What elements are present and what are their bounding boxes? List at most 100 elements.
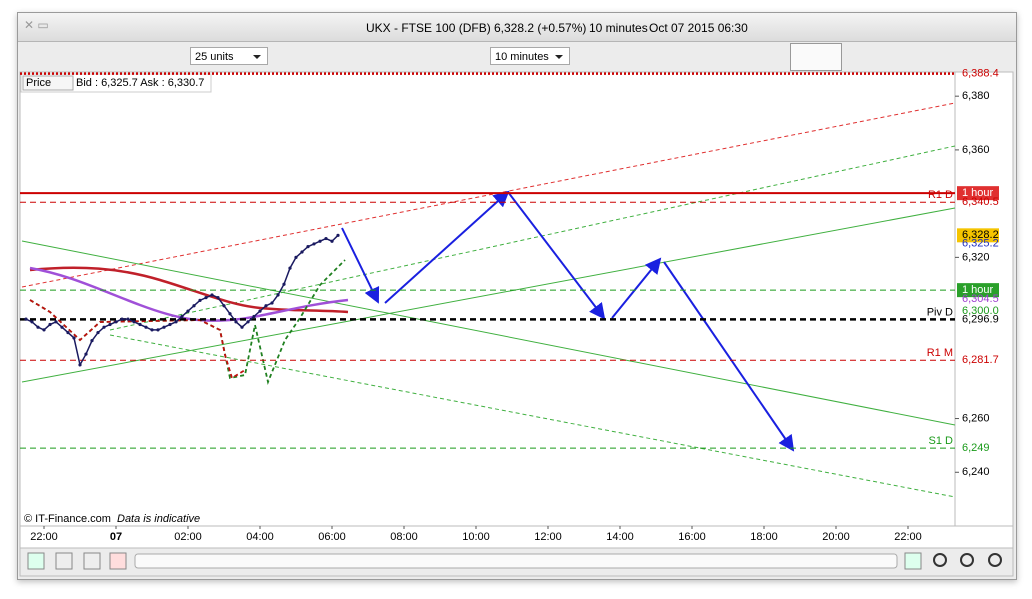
price-point <box>258 309 262 313</box>
interval-select[interactable]: 10 minutes <box>490 47 570 65</box>
trend-line <box>21 207 956 383</box>
x-tick-label: 02:00 <box>174 531 202 543</box>
price-point <box>228 312 232 316</box>
x-tick-label: 22:00 <box>894 531 922 543</box>
price-point <box>270 301 274 305</box>
price-point <box>156 328 160 332</box>
price-point <box>168 322 172 327</box>
x-tick-label: 07 <box>110 531 122 543</box>
y-tick-label: 6,380 <box>962 90 990 102</box>
level-value-label: 6,300.0 <box>962 305 999 317</box>
units-select[interactable]: 25 units <box>190 47 268 65</box>
level-value-label: 1 hour <box>962 284 994 296</box>
moving-average <box>29 266 349 314</box>
price-button-label: Price <box>26 77 51 89</box>
arrow <box>611 257 662 319</box>
scrollbar[interactable] <box>134 553 898 569</box>
price-point <box>276 293 280 297</box>
window-quote: 6,328.2 (+0.57%) <box>494 21 587 35</box>
window-datetime: Oct 07 2015 06:30 <box>649 21 748 35</box>
price-point <box>318 239 322 243</box>
price-point <box>186 309 190 313</box>
trend-line <box>21 102 956 288</box>
price-point <box>36 325 40 329</box>
level-box <box>957 186 999 201</box>
x-tick-label: 22:00 <box>30 531 58 543</box>
price-point <box>48 322 52 327</box>
level-value-label: 6,296.9 <box>962 313 999 325</box>
tool-button[interactable] <box>55 552 73 570</box>
price-point <box>174 320 178 324</box>
x-tick-label: 20:00 <box>822 531 850 543</box>
price-point <box>216 296 220 300</box>
window-buttons[interactable]: ✕ ▭ <box>24 18 49 32</box>
zoom-in-button[interactable] <box>988 553 1002 567</box>
price-point <box>240 325 244 329</box>
x-tick-label: 18:00 <box>750 531 778 543</box>
price-point <box>204 296 208 300</box>
y-tick-label: 6,260 <box>962 412 990 424</box>
price-point <box>72 336 76 340</box>
level-box <box>957 283 999 298</box>
price-point <box>102 325 106 329</box>
price-point <box>294 255 298 259</box>
x-tick-label: 10:00 <box>462 531 490 543</box>
indicator-button[interactable] <box>790 43 842 71</box>
tool-button[interactable] <box>109 552 127 570</box>
bid-ask: Bid : 6,325.7 Ask : 6,330.7 <box>76 77 204 89</box>
level-value-label: 6,325.2 <box>962 237 999 249</box>
credit: © IT-Finance.com <box>24 513 111 525</box>
price-point <box>138 322 142 327</box>
price-point <box>96 330 100 335</box>
note: Data is indicative <box>117 513 200 525</box>
x-tick-label: 06:00 <box>318 531 346 543</box>
price-point <box>144 325 148 329</box>
tool-button[interactable] <box>904 552 922 570</box>
moving-average <box>29 266 349 322</box>
title-bar: ✕ ▭ UKX - FTSE 100 (DFB) 6,328.2 (+0.57%… <box>18 13 1016 42</box>
price-point <box>150 328 154 332</box>
arrow <box>384 190 510 304</box>
price-point <box>312 242 316 246</box>
window-interval: 10 minutes <box>589 21 648 35</box>
level-box <box>957 228 999 243</box>
tool-button[interactable] <box>27 552 45 570</box>
price-point <box>288 266 292 270</box>
level-value-label: 6,304.5 <box>962 293 999 305</box>
x-tick-label: 04:00 <box>246 531 274 543</box>
price-point <box>282 282 286 286</box>
price-point <box>60 325 64 329</box>
trend-lines <box>21 102 956 498</box>
price-point <box>210 293 214 297</box>
price-point <box>192 304 196 308</box>
price-button[interactable] <box>22 75 74 91</box>
price-point <box>84 352 88 356</box>
window-title: UKX - FTSE 100 (DFB) <box>366 21 491 35</box>
time-axis <box>19 525 1014 549</box>
x-tick-label: 12:00 <box>534 531 562 543</box>
price-point <box>108 322 112 327</box>
zoom-button[interactable] <box>933 553 947 567</box>
tool-button[interactable] <box>83 552 101 570</box>
price-point <box>306 245 310 249</box>
plot-area <box>19 71 956 527</box>
price-point <box>198 298 202 302</box>
y-tick-label: 6,320 <box>962 251 990 263</box>
zoom-out-button[interactable] <box>960 553 974 567</box>
price-point <box>54 320 58 324</box>
price-point <box>234 320 238 324</box>
price-point <box>126 317 130 321</box>
level-value-label: 6,388.4 <box>962 68 999 80</box>
price-point <box>120 317 124 321</box>
price-point <box>78 363 82 367</box>
level-value-label: 6,328.2 <box>962 229 999 241</box>
arrow <box>507 191 606 320</box>
arrow <box>663 261 795 452</box>
level-value-label: 6,249 <box>962 442 990 454</box>
level-value-label: 1 hour <box>962 187 994 199</box>
price-point <box>30 320 34 324</box>
level-tag: R1 D <box>928 189 953 201</box>
level-value-label: 6,340.5 <box>962 196 999 208</box>
